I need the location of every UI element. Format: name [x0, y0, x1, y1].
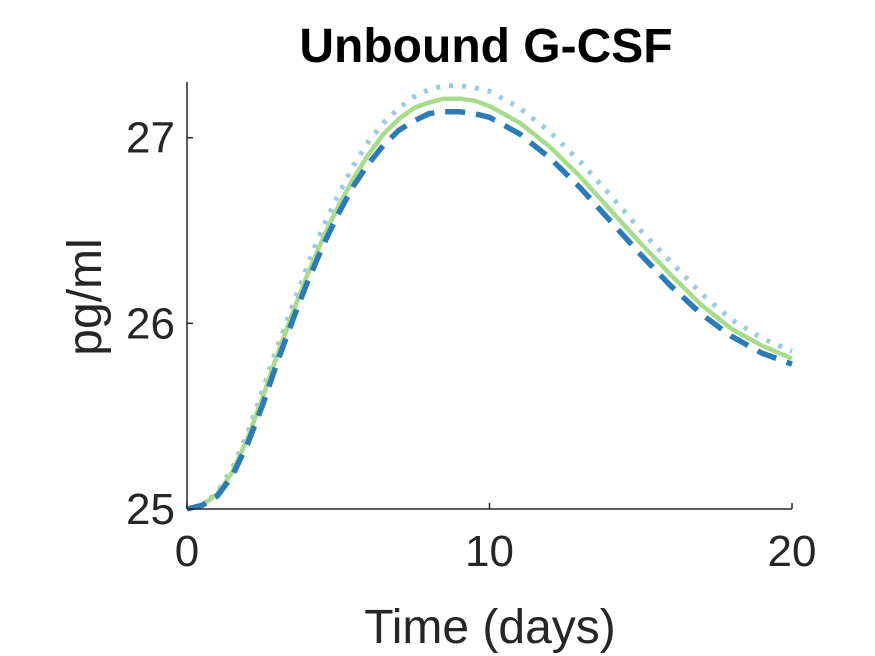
chart-title: Unbound G-CSF [299, 20, 672, 73]
x-tick-label-20: 20 [768, 527, 817, 576]
y-tick-label-26: 26 [126, 299, 175, 348]
x-tick-label-10: 10 [465, 527, 514, 576]
series-line-1-dotted [186, 83, 793, 512]
series-line-2-solid [186, 96, 793, 512]
plot-area: 0 10 20 25 26 27 [126, 82, 816, 576]
y-tick-label-27: 27 [126, 114, 175, 163]
y-axis-label: pg/ml [59, 238, 112, 355]
x-axis-label: Time (days) [364, 601, 616, 654]
y-tick-label-25: 25 [126, 485, 175, 534]
x-tick-label-0: 0 [175, 527, 199, 576]
series-line-3-dashed [186, 108, 793, 512]
